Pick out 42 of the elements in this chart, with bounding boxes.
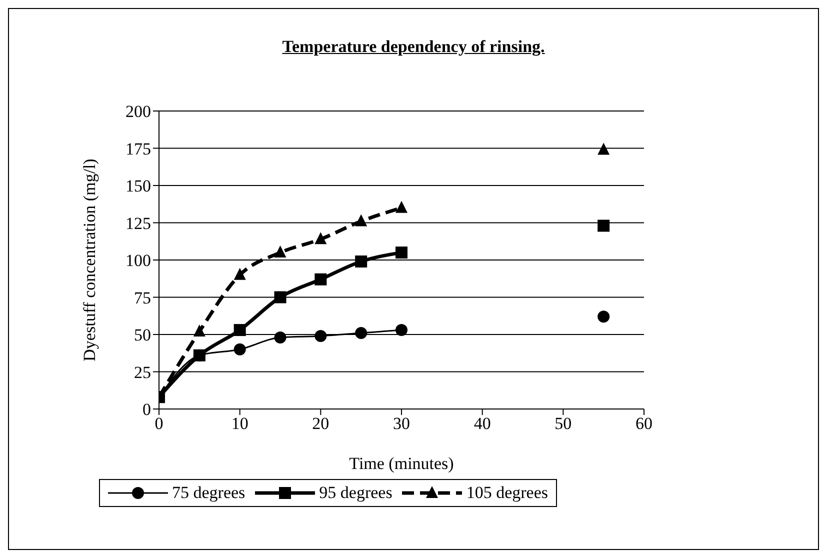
point (355, 327, 368, 340)
legend-label: 95 degrees (319, 483, 392, 503)
legend-label: 75 degrees (172, 483, 246, 503)
point (355, 214, 368, 226)
point (396, 324, 408, 336)
point (598, 220, 610, 232)
y-tick-label: 0 (142, 400, 151, 420)
x-tick-label: 0 (154, 414, 164, 434)
point (598, 142, 610, 155)
point (314, 273, 327, 286)
point (274, 291, 286, 304)
point (193, 349, 206, 362)
y-tick-label: 75 (134, 288, 151, 308)
y-tick-label: 100 (126, 251, 151, 270)
chart-title: Temperature dependency of rinsing. (281, 37, 546, 57)
point (234, 268, 246, 280)
point (234, 324, 246, 336)
legend-label: 105 degrees (466, 483, 548, 503)
y-tick-label: 175 (126, 139, 151, 158)
y-axis-title: Dyestuff concentration (mg/l) (80, 158, 100, 362)
point (193, 324, 206, 337)
point (314, 330, 327, 342)
x-tick-label: 60 (636, 414, 652, 434)
x-tick-label: 30 (393, 414, 410, 434)
y-tick-label: 200 (126, 102, 151, 122)
y-tick-label: 150 (126, 176, 151, 196)
point (314, 232, 327, 244)
point (234, 343, 246, 356)
point (598, 310, 610, 323)
y-tick-label: 50 (134, 326, 151, 345)
y-tick-label: 25 (134, 362, 151, 382)
point (396, 246, 408, 259)
x-tick-label: 40 (474, 414, 491, 434)
point (274, 246, 286, 258)
point (396, 200, 408, 213)
point (274, 331, 286, 344)
x-axis-title: Time (minutes) (349, 454, 454, 473)
x-tick-label: 50 (554, 414, 572, 434)
x-tick-label: 10 (231, 414, 248, 434)
x-tick-label: 20 (312, 414, 330, 434)
y-tick-label: 125 (126, 214, 151, 233)
point (355, 255, 368, 268)
